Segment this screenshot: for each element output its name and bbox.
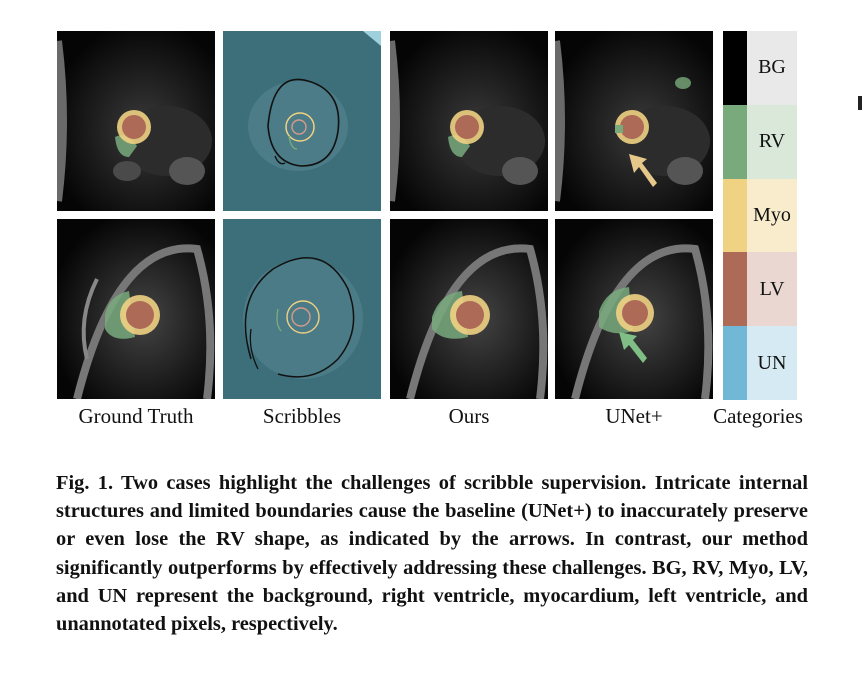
legend-row-un: UN: [723, 326, 797, 400]
panel-scribbles-case1: [223, 31, 381, 211]
panel-unet-case2: [555, 219, 713, 399]
legend-label-bg: BG: [747, 31, 797, 105]
mri-image-scribbles-case2: [223, 219, 381, 399]
legend-label-un: UN: [747, 326, 797, 400]
mri-image-ours-case1: [390, 31, 548, 211]
panel-ours-case2: [390, 219, 548, 399]
panel-scribbles-case2: [223, 219, 381, 399]
legend-row-bg: BG: [723, 31, 797, 105]
legend-swatch-bg: [723, 31, 747, 105]
mri-image-unet-case2: [555, 219, 713, 399]
caption-lead: Fig. 1.: [56, 472, 114, 494]
mri-image-ours-case2: [390, 219, 548, 399]
legend-row-lv: LV: [723, 252, 797, 327]
panel-ground-truth-case1: [57, 31, 215, 211]
column-label-ground-truth: Ground Truth: [78, 404, 194, 428]
panel-ours-case1: [390, 31, 548, 211]
mri-image-ground-truth-case2: [57, 219, 215, 399]
legend-swatch-myo: [723, 178, 747, 253]
column-label-scribbles: Scribbles: [262, 404, 342, 428]
mri-image-ground-truth-case1: [57, 31, 215, 211]
arrow-icon: [629, 154, 657, 187]
legend-swatch-lv: [723, 252, 747, 327]
mri-image-scribbles-case1: [223, 31, 381, 211]
figure-caption: Fig. 1. Two cases highlight the challeng…: [56, 469, 808, 638]
legend-label-myo: Myo: [747, 178, 797, 253]
column-label-unet: UNet+: [605, 404, 663, 428]
legend-swatch-un: [723, 326, 747, 400]
arrow-icon: [619, 332, 647, 363]
panel-ground-truth-case2: [57, 219, 215, 399]
panel-unet-case1: [555, 31, 713, 211]
category-legend: BG RV Myo LV UN: [723, 31, 797, 400]
legend-row-myo: Myo: [723, 178, 797, 253]
caption-text: Two cases highlight the challenges of sc…: [56, 472, 808, 636]
legend-swatch-rv: [723, 104, 747, 179]
column-label-ours: Ours: [448, 404, 490, 428]
legend-label-lv: LV: [747, 252, 797, 327]
mri-image-unet-case1: [555, 31, 713, 211]
legend-label-rv: RV: [747, 104, 797, 179]
page-edge-mark: [858, 96, 862, 110]
legend-row-rv: RV: [723, 104, 797, 179]
column-label-categories: Categories: [713, 404, 803, 428]
